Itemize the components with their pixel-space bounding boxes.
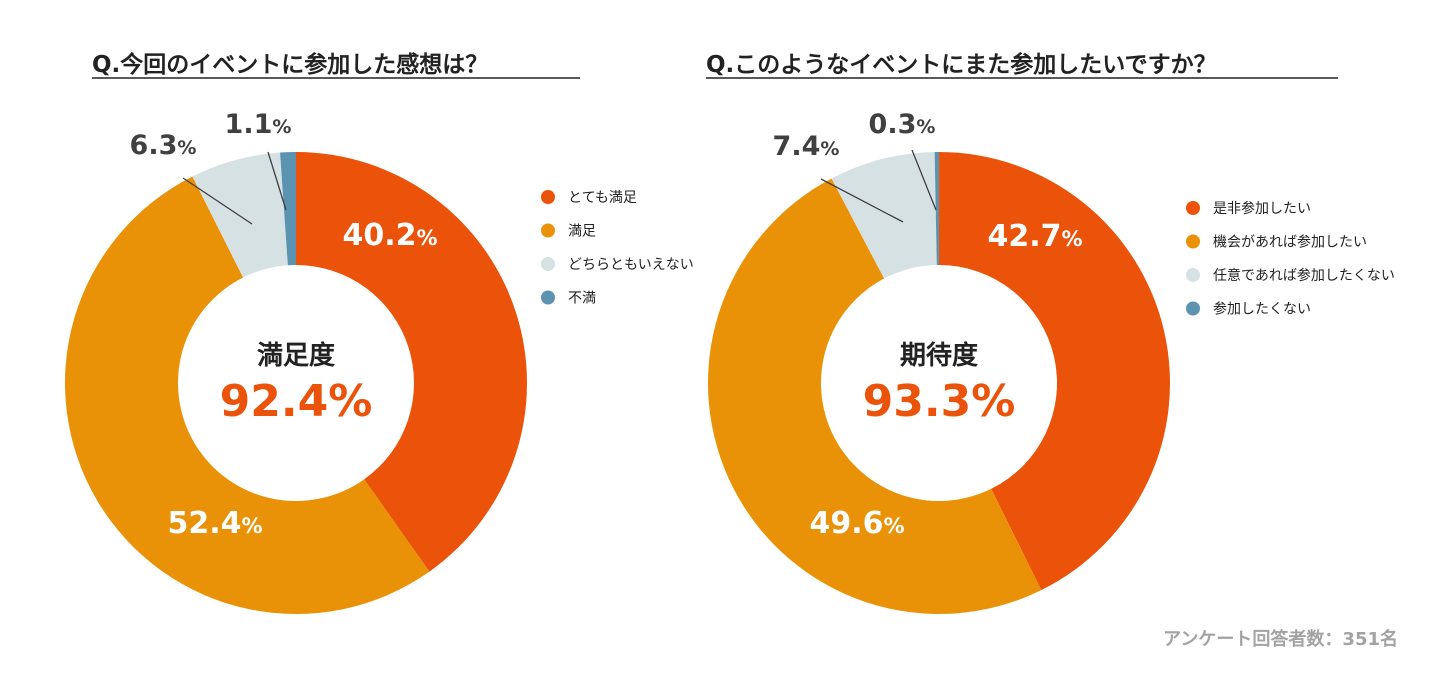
legend-label-1: 是非参加したい (1213, 200, 1311, 217)
slice-2 (64, 176, 430, 615)
data-label-4: 1.1% (225, 109, 292, 140)
center-label: 期待度 (900, 340, 978, 371)
legend-label-1: とても満足 (568, 190, 637, 206)
leader-line-4 (267, 151, 287, 211)
legend-label-3: 任意であれば参加したくない (1213, 267, 1395, 284)
legend-label-2: 満足 (568, 224, 596, 240)
slice-2 (707, 178, 1042, 615)
legend-marker-4 (1186, 301, 1200, 316)
leader-line-3 (820, 178, 904, 223)
data-label-1: 40.2% (342, 218, 437, 253)
data-label-1: 42.7% (987, 219, 1082, 254)
respondent-count: アンケート回答者数：351名 (1163, 628, 1398, 650)
legend-label-2: 機会があれば参加したい (1213, 234, 1367, 251)
chart-title: Q.今回のイベントに参加した感想は？ (92, 51, 488, 78)
data-label-2: 49.6% (809, 506, 904, 541)
data-label-3: 7.4% (773, 131, 840, 162)
chart-title: Q.このようなイベントにまた参加したいですか？ (706, 51, 1217, 78)
leader-line-4 (911, 149, 937, 211)
legend-marker-3 (541, 257, 555, 271)
donut-chart-1: Q.今回のイベントに参加した感想は？ 40.2% 52.4% 6.3% 1.1% 満足度 9… (64, 51, 694, 615)
slice-4 (280, 152, 296, 266)
center-label: 満足度 (257, 340, 335, 371)
leader-line-3 (182, 177, 253, 225)
data-label-2: 52.4% (167, 506, 262, 541)
slice-3 (192, 152, 288, 278)
slice-4 (934, 152, 939, 266)
legend-marker-2 (1186, 234, 1200, 249)
legend-label-4: 参加したくない (1213, 301, 1311, 318)
legend-marker-1 (1186, 201, 1200, 215)
legend-marker-4 (541, 290, 555, 305)
center-value: 93.3% (863, 376, 1016, 427)
slice-1 (296, 152, 527, 572)
legend-marker-2 (541, 223, 555, 238)
data-label-3: 6.3% (130, 130, 197, 161)
center-value: 92.4% (220, 376, 373, 427)
legend-label-4: 不満 (568, 291, 596, 307)
legend-marker-3 (1186, 268, 1200, 282)
slice-3 (831, 152, 937, 279)
slice-1 (939, 152, 1170, 591)
donut-chart-2: Q.このようなイベントにまた参加したいですか？ 42.7% 49.6% 7.4% 0.3… (706, 51, 1395, 615)
data-label-4: 0.3% (869, 109, 936, 140)
legend-marker-1 (541, 190, 555, 204)
legend-label-3: どちらともいえない (568, 257, 694, 273)
